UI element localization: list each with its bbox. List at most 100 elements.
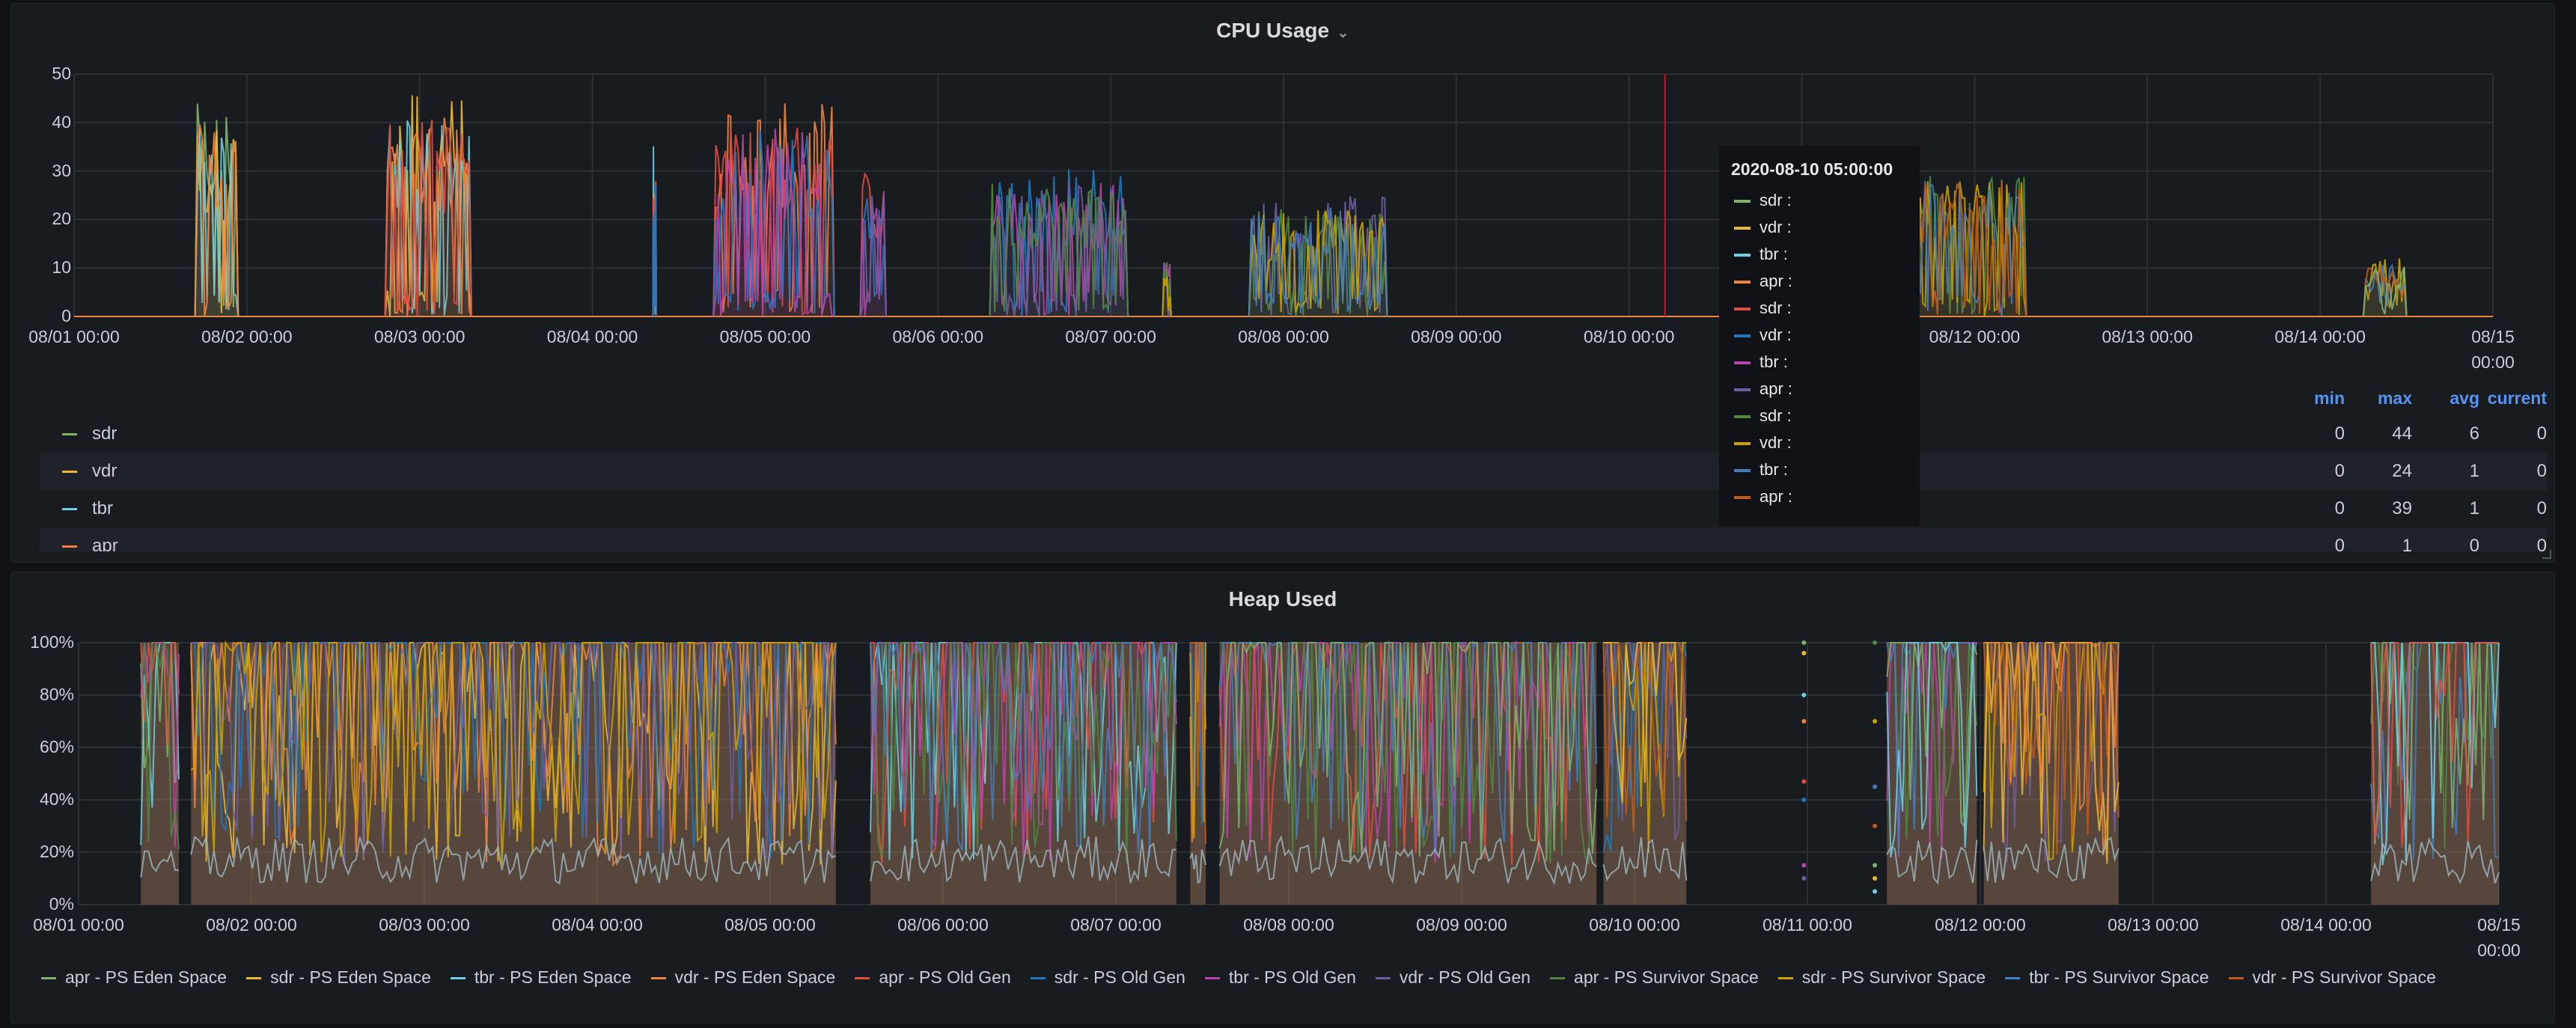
y-tick-label: 40% [39, 789, 74, 809]
legend-series-name[interactable]: tbr - PS Old Gen [1228, 967, 1356, 987]
series-area [860, 191, 886, 316]
legend-min-value: 0 [2334, 461, 2345, 481]
series-area [1905, 181, 2027, 316]
series-area [2363, 266, 2407, 316]
tooltip-swatch [1734, 254, 1751, 257]
legend-row[interactable]: tbr 0 39 1 0 [40, 490, 2547, 527]
series-line [1189, 642, 1206, 803]
tooltip-swatch [1734, 281, 1751, 284]
tooltip-label: tbr : [1759, 460, 1788, 479]
tooltip-swatch [1734, 496, 1751, 499]
series-line [859, 198, 887, 317]
legend-series-name[interactable]: tbr [92, 498, 114, 518]
legend-min-value: 0 [2334, 498, 2345, 518]
data-point [1873, 784, 1878, 789]
legend-series-name[interactable]: tbr - PS Eden Space [474, 967, 632, 987]
legend-series-name[interactable]: apr - PS Eden Space [65, 967, 228, 987]
legend-header-avg[interactable]: avg [2450, 388, 2479, 408]
legend-row[interactable]: apr 0 1 0 0 [40, 527, 2547, 551]
series-line [1602, 836, 1688, 881]
legend-avg-value: 1 [2469, 498, 2479, 518]
series-line [859, 195, 887, 317]
tooltip-label: vdr : [1759, 325, 1792, 344]
series-area [385, 119, 471, 316]
series-area [713, 128, 834, 316]
panel-title-heap[interactable]: Heap Used [1228, 587, 1337, 611]
y-tick-label: 100% [30, 632, 74, 652]
legend-item[interactable]: vdr - PS Old Gen [1375, 967, 1531, 988]
legend-item[interactable]: tbr - PS Eden Space [450, 967, 632, 988]
panel-title-text[interactable]: CPU Usage [1216, 19, 1330, 42]
series-line [1602, 642, 1688, 833]
legend-series-name[interactable]: vdr - PS Old Gen [1399, 967, 1531, 987]
data-point [1873, 719, 1878, 723]
legend-max-value: 24 [2392, 461, 2412, 481]
tooltip-swatch [1734, 442, 1751, 445]
legend-header-min[interactable]: min [2314, 388, 2345, 408]
tooltip-row: vdr : [1731, 214, 1908, 241]
resize-handle[interactable] [2542, 550, 2551, 559]
legend-series-name[interactable]: apr [92, 536, 118, 551]
legend-series-name[interactable]: sdr - PS Old Gen [1054, 967, 1185, 987]
legend-row[interactable]: vdr 0 24 1 0 [40, 453, 2547, 490]
legend-series-name[interactable]: vdr [92, 461, 117, 481]
legend-item[interactable]: sdr - PS Old Gen [1030, 967, 1185, 988]
legend-series-name[interactable]: sdr - PS Eden Space [270, 967, 431, 987]
legend-swatch [1777, 977, 1793, 980]
y-tick-label: 0 [61, 306, 71, 325]
legend-swatch [62, 433, 77, 435]
legend-item[interactable]: sdr - PS Survivor Space [1777, 967, 1986, 988]
tooltip-label: sdr : [1759, 299, 1792, 317]
legend-series-name[interactable]: apr - PS Survivor Space [1574, 967, 1759, 987]
heap-plot-area[interactable] [11, 572, 2556, 946]
x-tick-label: 08/15 00:00 [2471, 327, 2515, 372]
x-tick-label: 08/06 00:00 [897, 915, 989, 934]
legend-row[interactable]: sdr 0 44 6 0 [40, 415, 2547, 453]
legend-series-name[interactable]: vdr - PS Eden Space [674, 967, 836, 987]
legend-item[interactable]: vdr - PS Eden Space [650, 967, 836, 988]
tooltip-label: apr : [1759, 379, 1793, 398]
legend-item[interactable]: apr - PS Survivor Space [1550, 967, 1759, 988]
tooltip-label: apr : [1759, 272, 1793, 290]
legend-series-name[interactable]: tbr - PS Survivor Space [2029, 967, 2209, 987]
legend-swatch [2005, 977, 2021, 980]
legend-item[interactable]: apr - PS Old Gen [855, 967, 1011, 988]
legend-min-value: 0 [2334, 423, 2345, 444]
series-line [652, 181, 657, 317]
tooltip-label: sdr : [1759, 406, 1792, 425]
series-line [870, 640, 1177, 858]
y-tick-label: 50 [52, 64, 71, 83]
legend-header-current[interactable]: current [2487, 388, 2547, 408]
tooltip-row: apr : [1731, 268, 1908, 295]
series-line [1603, 642, 1688, 801]
series-line [2370, 642, 2499, 845]
cpu-plot-area[interactable] [11, 4, 2556, 378]
legend-series-name[interactable]: vdr - PS Survivor Space [2252, 967, 2436, 987]
legend-item[interactable]: tbr - PS Survivor Space [2005, 967, 2209, 988]
y-tick-label: 20% [39, 842, 74, 861]
legend-item[interactable]: vdr - PS Survivor Space [2228, 967, 2436, 988]
data-point [1801, 640, 1807, 645]
tooltip-row: sdr : [1731, 187, 1908, 214]
legend-current-value: 0 [2536, 498, 2547, 518]
data-point [1801, 693, 1807, 697]
legend-max-value: 44 [2392, 423, 2412, 444]
x-tick-label: 08/08 00:00 [1238, 327, 1329, 346]
chevron-down-icon[interactable]: ⌄ [1337, 25, 1349, 41]
legend-item[interactable]: sdr - PS Eden Space [246, 967, 431, 988]
legend-header-max[interactable]: max [2377, 388, 2412, 408]
legend-series-name[interactable]: sdr - PS Survivor Space [1801, 967, 1986, 987]
legend-item[interactable]: apr - PS Eden Space [41, 967, 227, 988]
legend-avg-value: 1 [2469, 461, 2479, 481]
legend-series-name[interactable]: apr - PS Old Gen [879, 967, 1011, 987]
legend-series-name[interactable]: sdr [92, 423, 117, 444]
legend-swatch [246, 977, 262, 980]
x-tick-label: 08/12 00:00 [1935, 915, 2026, 934]
legend-item[interactable]: tbr - PS Old Gen [1204, 967, 1356, 988]
data-point [1873, 824, 1878, 828]
panel-title-cpu[interactable]: CPU Usage ⌄ [11, 19, 2554, 43]
data-point [1873, 889, 1878, 894]
tooltip-label: vdr : [1759, 433, 1792, 452]
x-tick-label: 08/07 00:00 [1070, 915, 1162, 934]
series-line [140, 640, 180, 849]
